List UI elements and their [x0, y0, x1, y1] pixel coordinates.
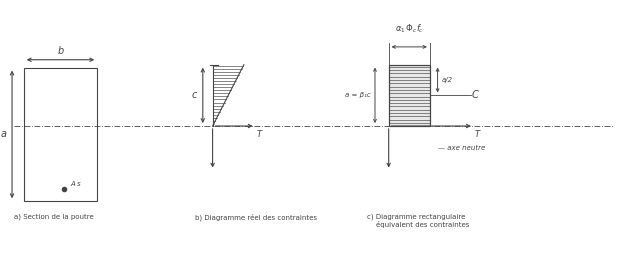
Text: a = β₁c: a = β₁c — [345, 92, 371, 98]
Text: c) Diagramme rectangulaire
    équivalent des contraintes: c) Diagramme rectangulaire équivalent de… — [367, 213, 470, 228]
Text: b: b — [58, 46, 64, 56]
Polygon shape — [212, 65, 244, 126]
Bar — [389, 65, 430, 126]
Text: c: c — [191, 90, 197, 100]
Text: $\alpha_1\,\Phi_c f_c$: $\alpha_1\,\Phi_c f_c$ — [395, 23, 424, 35]
Text: T: T — [257, 130, 262, 139]
Text: — axe neutre: — axe neutre — [438, 145, 485, 151]
Text: a: a — [0, 130, 6, 139]
Text: a) Section de la poutre: a) Section de la poutre — [14, 213, 93, 219]
Text: C: C — [472, 90, 478, 100]
Bar — [24, 68, 97, 201]
Bar — [389, 65, 430, 126]
Text: a/2: a/2 — [441, 77, 452, 83]
Text: T: T — [475, 130, 480, 139]
Text: b) Diagramme réel des contraintes: b) Diagramme réel des contraintes — [195, 213, 317, 220]
Text: A s: A s — [70, 181, 80, 187]
